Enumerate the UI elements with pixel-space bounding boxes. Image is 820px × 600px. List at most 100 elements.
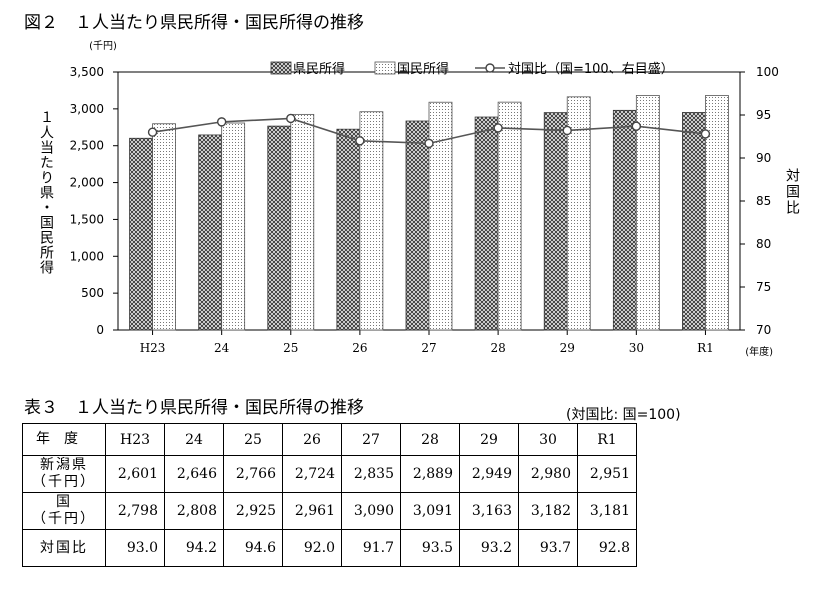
y-left-tick-label: 2,000 bbox=[70, 176, 104, 190]
x-tick-label: 27 bbox=[421, 341, 436, 355]
table-col-header: 27 bbox=[341, 423, 401, 456]
bar-nation bbox=[497, 101, 522, 331]
bar-prefecture bbox=[405, 120, 430, 331]
y-right-label: 対国比 bbox=[784, 168, 800, 216]
table-cell: 3,091 bbox=[400, 492, 460, 530]
table-header-row: 年度 H23 24 25 26 27 28 29 30 R1 bbox=[22, 423, 637, 456]
x-tick-label: R1 bbox=[697, 341, 714, 355]
row-label-line1: 新潟県 bbox=[40, 457, 88, 474]
table-col-header: H23 bbox=[105, 423, 165, 456]
y-right-tick-label: 100 bbox=[756, 65, 779, 79]
table-row-label: 対国比 bbox=[22, 529, 106, 567]
y-right-tick-label: 90 bbox=[756, 151, 771, 165]
y-left-label: １人当たり県・国民所得 bbox=[38, 110, 54, 275]
legend-swatch-ratio-marker bbox=[485, 63, 495, 73]
table-row-ratio: 対国比 93.0 94.2 94.6 92.0 91.7 93.5 93.2 9… bbox=[22, 529, 637, 567]
chart-axes bbox=[113, 71, 745, 335]
table-cell: 94.2 bbox=[164, 529, 224, 567]
table-cell: 3,163 bbox=[459, 492, 519, 530]
table-cell: 2,808 bbox=[164, 492, 224, 530]
figure-title: 図２ １人当たり県民所得・国民所得の推移 bbox=[24, 13, 364, 33]
table-header-label: 年度 bbox=[22, 423, 106, 456]
table-cell: 2,724 bbox=[282, 455, 342, 493]
table-col-header: 25 bbox=[223, 423, 283, 456]
table-cell: 2,980 bbox=[518, 455, 578, 493]
table-cell: 92.8 bbox=[577, 529, 637, 567]
y-left-unit: (千円) bbox=[89, 40, 117, 52]
y-right-tick-label: 70 bbox=[756, 323, 771, 337]
y-left-tick-label: 1,000 bbox=[70, 249, 104, 263]
table-cell: 93.0 bbox=[105, 529, 165, 567]
x-unit: (年度) bbox=[745, 345, 773, 358]
table-col-header: 28 bbox=[400, 423, 460, 456]
table-row-nation: 国（千円） 2,798 2,808 2,925 2,961 3,090 3,09… bbox=[22, 492, 637, 530]
x-tick-label: H23 bbox=[140, 341, 166, 355]
legend-label-nation: 国民所得 bbox=[397, 61, 449, 77]
bar-prefecture bbox=[543, 112, 568, 331]
bar-nation bbox=[221, 122, 246, 331]
table-cell: 2,766 bbox=[223, 455, 283, 493]
table-cell: 2,925 bbox=[223, 492, 283, 530]
table-title: 表３ １人当たり県民所得・国民所得の推移 bbox=[24, 398, 364, 418]
table-cell: 3,181 bbox=[577, 492, 637, 530]
y-right-tick-label: 75 bbox=[756, 280, 771, 294]
bar-prefecture bbox=[267, 125, 292, 331]
table-row-label: 国（千円） bbox=[22, 492, 106, 530]
income-chart: 0 500 1,000 1,500 2,000 2,500 3,000 3,500 70 75 80… bbox=[38, 40, 800, 358]
bar-nation bbox=[705, 95, 729, 331]
ratio-point bbox=[355, 136, 365, 146]
legend-label-prefecture: 県民所得 bbox=[293, 61, 345, 77]
bar-prefecture bbox=[682, 112, 706, 331]
x-tick-label: 25 bbox=[283, 341, 298, 355]
income-table: 年度 H23 24 25 26 27 28 29 30 R1 新潟県 （千円） 2… bbox=[22, 423, 637, 567]
table-cell: 94.6 bbox=[223, 529, 283, 567]
y-right-tick-label: 95 bbox=[756, 108, 771, 122]
table-cell: 93.5 bbox=[400, 529, 460, 567]
bar-nation bbox=[290, 113, 315, 331]
table-row-label: 新潟県 （千円） bbox=[22, 455, 106, 493]
y-left-tick-label: 3,000 bbox=[70, 102, 104, 116]
y-right-tick-label: 85 bbox=[756, 194, 771, 208]
chart-labels: 0 500 1,000 1,500 2,000 2,500 3,000 3,500 70 75 80… bbox=[38, 40, 800, 358]
legend-swatch-nation bbox=[374, 61, 396, 75]
table-col-header: 29 bbox=[459, 423, 519, 456]
y-left-tick-label: 2,500 bbox=[70, 139, 104, 153]
x-tick-label: 28 bbox=[490, 341, 505, 355]
bar-prefecture bbox=[336, 128, 361, 331]
bar-prefecture bbox=[129, 137, 153, 331]
bar-prefecture bbox=[474, 116, 499, 331]
table-cell: 2,949 bbox=[459, 455, 519, 493]
bar-prefecture bbox=[612, 109, 637, 331]
chart-legend: 県民所得 国民所得 対国比（国=100、右目盛） bbox=[270, 61, 674, 77]
ratio-point bbox=[631, 121, 642, 131]
table-cell: 2,961 bbox=[282, 492, 342, 530]
ratio-point bbox=[286, 113, 296, 124]
table-cell: 2,835 bbox=[341, 455, 401, 493]
ratio-point bbox=[147, 127, 158, 137]
table-cell: 2,951 bbox=[577, 455, 637, 493]
ratio-point bbox=[493, 123, 503, 133]
x-tick-label: 29 bbox=[560, 341, 575, 355]
bar-prefecture bbox=[198, 134, 223, 331]
bar-nation bbox=[566, 96, 591, 331]
y-right-tick-label: 80 bbox=[756, 237, 771, 251]
row-label-line2: （千円） bbox=[32, 511, 96, 527]
ratio-point bbox=[700, 129, 711, 139]
table-cell: 93.7 bbox=[518, 529, 578, 567]
ratio-point bbox=[216, 117, 227, 127]
ratio-line bbox=[147, 113, 711, 149]
table-col-header: 26 bbox=[282, 423, 342, 456]
table-cell: 2,889 bbox=[400, 455, 460, 493]
table-cell: 3,090 bbox=[341, 492, 401, 530]
bar-nation bbox=[359, 111, 384, 331]
table-cell: 93.2 bbox=[459, 529, 519, 567]
x-tick-label: 26 bbox=[352, 341, 367, 355]
table-cell: 2,646 bbox=[164, 455, 224, 493]
table-cell: 91.7 bbox=[341, 529, 401, 567]
table-cell: 3,182 bbox=[518, 492, 578, 530]
ratio-point bbox=[562, 125, 572, 136]
y-left-tick-label: 3,500 bbox=[70, 65, 104, 79]
bar-nation bbox=[428, 101, 453, 331]
y-left-tick-label: 0 bbox=[96, 323, 104, 337]
chart-bars bbox=[129, 95, 729, 331]
